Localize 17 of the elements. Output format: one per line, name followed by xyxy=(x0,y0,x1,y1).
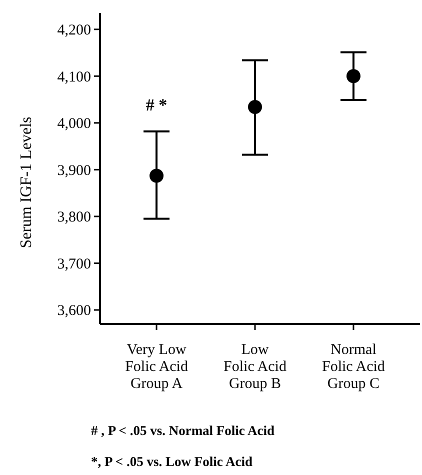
y-axis-title: Serum IGF-1 Levels xyxy=(18,116,35,248)
text: # , P < .05 vs. Normal Folic Acid xyxy=(91,423,276,438)
annotation: # * xyxy=(146,95,168,114)
x-tick-label: Very Low Folic Acid Group A xyxy=(125,342,188,392)
y-tick-label: 4,200 xyxy=(57,22,91,39)
x-tick-label: Normal Folic Acid Group C xyxy=(322,342,386,392)
text: *, P < .05 vs. Low Folic Acid xyxy=(91,454,253,469)
y-tick-label: 3,600 xyxy=(57,303,91,320)
point xyxy=(346,69,360,84)
x-tick-label: Low Folic Acid Group B xyxy=(224,342,287,392)
point xyxy=(248,100,262,114)
y-tick-label: 4,000 xyxy=(57,116,91,132)
y-tick-label: 4,100 xyxy=(57,69,91,86)
y-tick-label: 3,700 xyxy=(57,256,91,272)
y-tick-label: 3,900 xyxy=(57,162,91,179)
point xyxy=(150,168,164,183)
y-tick-label: 3,800 xyxy=(57,210,91,226)
